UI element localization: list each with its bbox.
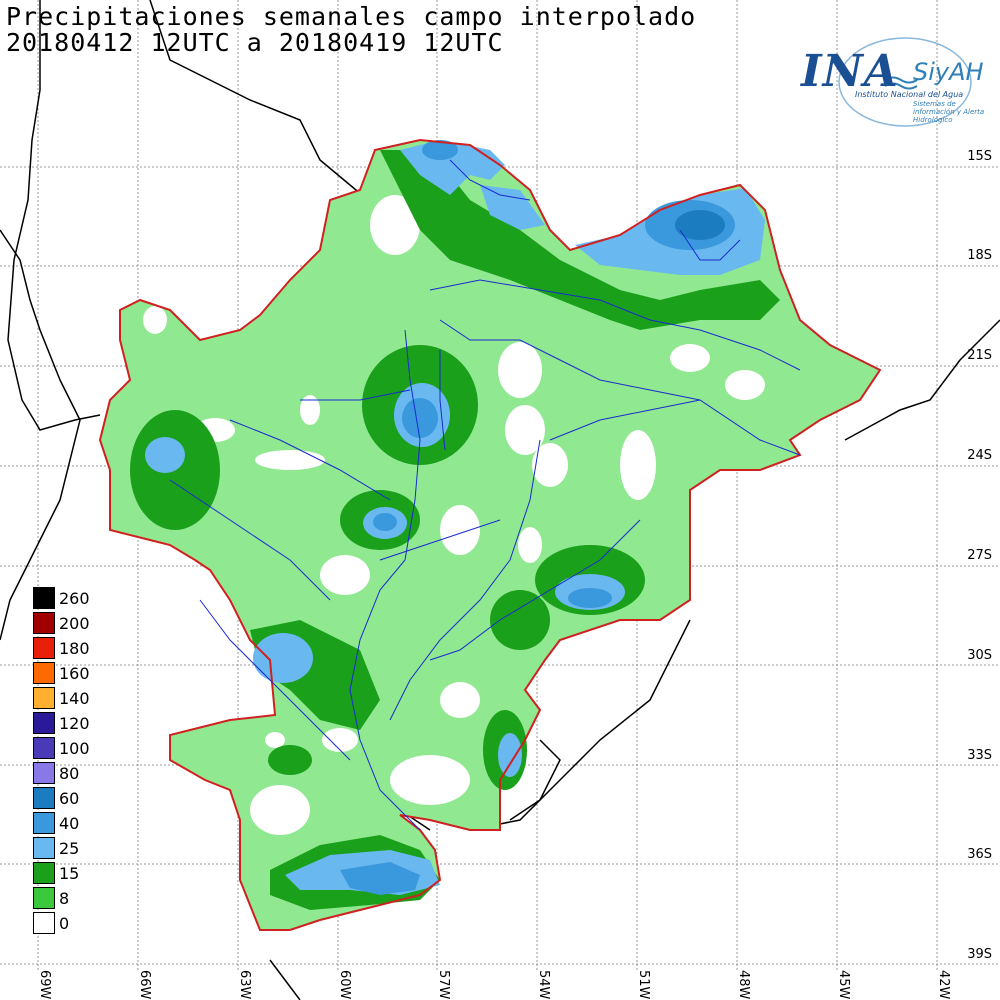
lon-label: 48W (736, 970, 751, 1000)
lon-label: 66W (137, 970, 152, 1000)
rivers (169, 159, 801, 831)
legend-swatch (33, 887, 55, 909)
lat-label: 36S (967, 847, 992, 862)
lat-label: 30S (967, 648, 992, 663)
legend-label: 120 (59, 714, 90, 733)
lat-label: 15S (967, 149, 992, 164)
legend-swatch (33, 662, 55, 684)
legend-label: 8 (59, 889, 70, 908)
precipitation-field (98, 138, 882, 931)
legend-swatch (33, 912, 55, 934)
lon-label: 42W (936, 970, 951, 1000)
legend-label: 15 (59, 864, 80, 883)
legend-label: 160 (59, 664, 90, 683)
legend-swatch (33, 712, 55, 734)
lon-label: 45W (836, 970, 851, 1000)
legend-swatch (33, 812, 55, 834)
lon-label: 57W (436, 970, 451, 1000)
legend-label: 140 (59, 689, 90, 708)
legend-swatch (33, 787, 55, 809)
lat-label: 21S (967, 348, 992, 363)
map-date-range: 20180412 12UTC a 20180419 12UTC (6, 28, 504, 57)
legend-swatch (33, 737, 55, 759)
legend-label: 180 (59, 639, 90, 658)
lat-label: 18S (967, 248, 992, 263)
legend-label: 260 (59, 589, 90, 608)
legend-label: 40 (59, 814, 80, 833)
lat-label: 39S (967, 947, 992, 962)
lon-label: 51W (636, 970, 651, 1000)
lon-label: 60W (337, 970, 352, 1000)
legend-swatch (33, 837, 55, 859)
legend-swatch (33, 587, 55, 609)
ina-siyah-logo: INA SiyAH Instituto Nacional del Agua Si… (795, 32, 995, 127)
basin-outline (98, 138, 882, 931)
map-title: Precipitaciones semanales campo interpol… (6, 2, 697, 31)
legend-swatch (33, 612, 55, 634)
legend-label: 80 (59, 764, 80, 783)
legend-label: 60 (59, 789, 80, 808)
lon-label: 54W (536, 970, 551, 1000)
lon-label: 69W (37, 970, 52, 1000)
legend-label: 100 (59, 739, 90, 758)
basin-fill (100, 140, 880, 930)
legend-label: 200 (59, 614, 90, 633)
lon-label: 63W (237, 970, 252, 1000)
legend-swatch (33, 687, 55, 709)
legend-label: 25 (59, 839, 80, 858)
legend-swatch (33, 637, 55, 659)
lat-label: 33S (967, 748, 992, 763)
lat-label: 24S (967, 448, 992, 463)
legend-label: 0 (59, 914, 70, 933)
legend-swatch (33, 862, 55, 884)
lat-label: 27S (967, 548, 992, 563)
legend-swatch (33, 762, 55, 784)
